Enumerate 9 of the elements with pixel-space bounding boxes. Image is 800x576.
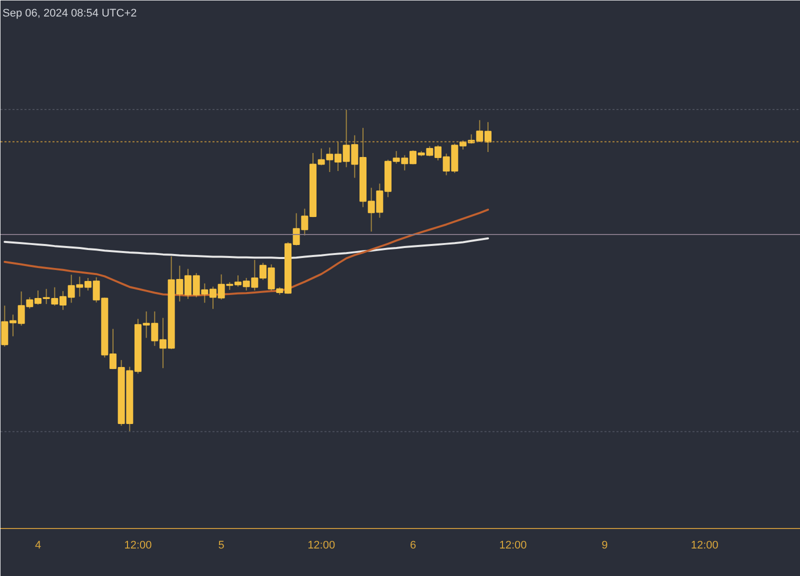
x-tick-label: 12:00 [308,540,336,552]
x-tick-label: 6 [410,540,416,552]
x-tick-label: 12:00 [690,540,718,552]
x-tick-label: 4 [34,540,42,552]
x-tick-label: 12:00 [499,540,527,552]
x-tick-label: 12:00 [124,540,152,552]
x-tick-label: 9 [602,540,608,552]
chart-title: Sep 06, 2024 08:54 UTC+2 [2,8,137,20]
x-tick-label: 5 [218,540,224,552]
